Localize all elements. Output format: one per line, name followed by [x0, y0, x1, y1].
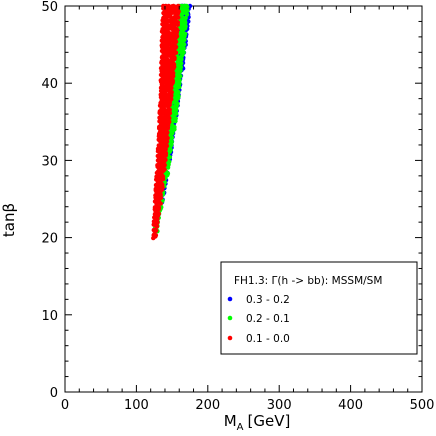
- x-tick-label: 500: [410, 398, 435, 413]
- data-point: [185, 4, 190, 10]
- data-point: [169, 97, 174, 102]
- plot-frame: [64, 5, 423, 393]
- x-tick-label: 200: [195, 398, 220, 413]
- x-tick-label: 300: [267, 398, 292, 413]
- data-point: [177, 81, 182, 86]
- y-axis-title-greek: β: [0, 203, 18, 213]
- y-tick-label: 0: [50, 386, 58, 401]
- data-point: [176, 89, 181, 95]
- data-point: [177, 84, 182, 90]
- data-point: [165, 130, 170, 135]
- data-point: [169, 85, 174, 91]
- data-point: [162, 167, 167, 172]
- legend-title: FH1.3: Γ(h -> bb): MSSM/SM: [234, 275, 382, 287]
- data-point: [185, 8, 190, 13]
- legend: FH1.3: Γ(h -> bb): MSSM/SM 0.3 - 0.2 0.2…: [220, 261, 418, 355]
- data-point: [178, 64, 184, 70]
- data-point: [176, 9, 181, 14]
- data-point: [167, 155, 173, 160]
- legend-box: [220, 261, 418, 355]
- legend-marker-green: [227, 315, 233, 321]
- legend-entry-1: 0.3 - 0.2: [246, 294, 290, 306]
- data-point: [169, 135, 175, 140]
- y-tick-label: 10: [41, 309, 58, 324]
- data-point: [153, 228, 159, 233]
- data-point: [184, 12, 190, 17]
- data-point: [183, 31, 188, 37]
- data-point: [167, 119, 172, 125]
- y-tick-label: 50: [41, 0, 58, 15]
- data-point: [165, 171, 171, 176]
- data-point: [182, 42, 187, 47]
- legend-entry-3: 0.1 - 0.0: [246, 333, 290, 345]
- x-tick-label: 100: [124, 398, 149, 413]
- data-point: [154, 224, 160, 229]
- x-axis-title: MA [GeV]: [224, 412, 291, 433]
- data-point: [175, 27, 180, 33]
- legend-entry-2: 0.2 - 0.1: [246, 313, 290, 325]
- data-point: [160, 182, 165, 187]
- data-point: [171, 62, 177, 67]
- data-point: [163, 147, 168, 152]
- data-point: [173, 116, 178, 121]
- data-point: [164, 139, 170, 144]
- data-point: [171, 73, 176, 79]
- data-point: [173, 43, 178, 49]
- data-point: [175, 20, 181, 25]
- data-point: [183, 15, 188, 21]
- data-point: [155, 220, 160, 225]
- data-point: [175, 101, 180, 106]
- legend-marker-blue: [227, 296, 233, 302]
- data-point: [171, 70, 176, 76]
- data-point: [166, 159, 172, 165]
- y-tick-label: 40: [41, 77, 58, 92]
- x-axis-title-subscript: A: [237, 422, 244, 433]
- data-point: [163, 157, 168, 162]
- data-point: [173, 39, 179, 44]
- data-point: [168, 147, 173, 153]
- data-point: [153, 233, 159, 238]
- data-point: [164, 143, 170, 149]
- y-tick-label: 30: [41, 154, 58, 169]
- data-point: [169, 139, 174, 144]
- data-point: [183, 24, 188, 29]
- data-point: [169, 90, 174, 95]
- legend-marker-red: [227, 335, 233, 341]
- data-points: [151, 3, 193, 241]
- y-axis-title: tanβ: [0, 203, 18, 237]
- data-point: [181, 50, 186, 55]
- data-point: [176, 94, 181, 99]
- data-point: [170, 78, 176, 83]
- data-point: [172, 55, 177, 60]
- data-point: [179, 61, 184, 66]
- data-point: [177, 77, 182, 83]
- data-point: [160, 174, 166, 179]
- x-axis-title-unit: [GeV]: [247, 412, 290, 430]
- data-point: [165, 135, 170, 141]
- data-point: [167, 115, 172, 121]
- y-tick-label: 20: [41, 232, 58, 247]
- data-point: [172, 124, 177, 130]
- data-point: [178, 73, 183, 79]
- data-point: [163, 150, 169, 156]
- x-tick-label: 400: [338, 398, 363, 413]
- data-point: [156, 205, 162, 210]
- data-point: [183, 20, 188, 25]
- x-tick-label: 0: [61, 398, 69, 413]
- data-point: [158, 201, 163, 206]
- axis-ticks: 0 100 200 300 400 500 0 10 20 30 40 50: [41, 0, 434, 413]
- data-point: [181, 46, 186, 51]
